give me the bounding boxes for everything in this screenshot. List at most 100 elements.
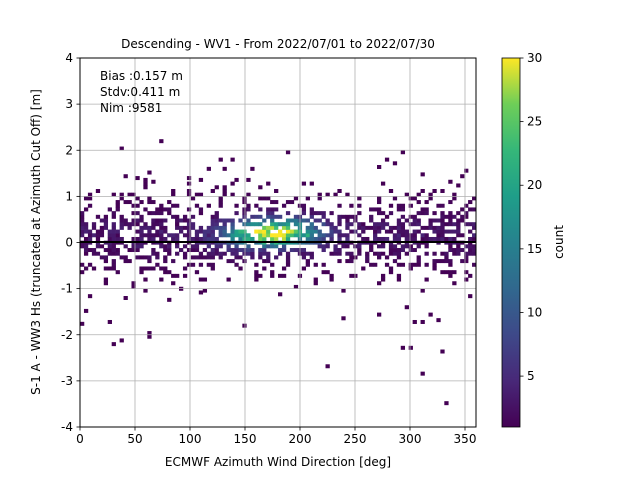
heatmap-cell — [83, 236, 89, 241]
heatmap-cell — [420, 236, 425, 241]
heatmap-cell — [436, 318, 441, 323]
heatmap-cell — [80, 321, 85, 326]
heatmap-cell — [345, 225, 350, 230]
heatmap-cell — [464, 270, 469, 275]
heatmap-cell — [416, 262, 421, 267]
heatmap-cell — [444, 259, 449, 264]
heatmap-cell — [147, 259, 152, 264]
heatmap-cell — [234, 262, 239, 267]
heatmap-cell — [171, 281, 176, 286]
heatmap-cell — [321, 236, 326, 241]
heatmap-cell — [317, 236, 322, 241]
heatmap-cell — [377, 165, 382, 169]
heatmap-cell — [388, 244, 394, 249]
heatmap-cell — [337, 229, 342, 234]
heatmap-cell — [325, 364, 330, 369]
heatmap-cell — [127, 222, 132, 227]
heatmap-cell — [404, 251, 409, 256]
heatmap-cell — [262, 251, 267, 256]
x-axis-label: ECMWF Azimuth Wind Direction [deg] — [165, 455, 391, 469]
heatmap-cell — [468, 222, 473, 227]
heatmap-cell — [278, 233, 283, 238]
heatmap-cell — [313, 211, 318, 216]
heatmap-cell — [254, 273, 259, 278]
heatmap-cell — [396, 248, 402, 253]
heatmap-cell — [270, 207, 275, 212]
heatmap-cell — [472, 236, 477, 241]
heatmap-cell — [206, 255, 211, 260]
heatmap-cell — [452, 229, 457, 234]
heatmap-cell — [119, 225, 124, 230]
colorbar-tick-label: 30 — [527, 51, 542, 65]
heatmap-cell — [274, 214, 279, 219]
heatmap-cell — [103, 266, 109, 271]
heatmap-cell — [107, 319, 112, 324]
heatmap-cell — [242, 200, 247, 205]
heatmap-cell — [190, 225, 196, 230]
heatmap-cell — [190, 222, 196, 227]
heatmap-cell — [179, 229, 184, 234]
heatmap-cell — [115, 229, 120, 234]
heatmap-cell — [103, 218, 109, 223]
y-tick-label: 0 — [65, 236, 73, 250]
heatmap-cell — [285, 200, 291, 205]
heatmap-cell — [373, 233, 378, 238]
heatmap-cell — [357, 244, 362, 249]
heatmap-cell — [135, 222, 140, 227]
heatmap-cell — [159, 229, 164, 234]
heatmap-cell — [270, 270, 275, 275]
heatmap-cell — [380, 251, 386, 256]
heatmap-cell — [408, 266, 413, 271]
heatmap-cell — [198, 211, 204, 216]
heatmap-cell — [278, 214, 283, 219]
heatmap-cell — [281, 233, 287, 238]
y-axis-label: S-1 A - WW3 Hs (truncated at Azimuth Cut… — [29, 89, 43, 395]
x-tick-label: 100 — [179, 432, 202, 446]
heatmap-cell — [428, 222, 433, 227]
heatmap-cell — [182, 251, 188, 256]
heatmap-cell — [230, 192, 235, 197]
heatmap-cell — [139, 270, 144, 275]
heatmap-cell — [357, 251, 362, 256]
heatmap-cell — [167, 207, 172, 212]
heatmap-cell — [234, 233, 239, 238]
heatmap-cell — [436, 203, 441, 208]
heatmap-cell — [400, 203, 406, 208]
heatmap-cell — [182, 225, 188, 230]
y-tick-label: -4 — [61, 420, 73, 434]
heatmap-cell — [384, 222, 390, 227]
heatmap-cell — [206, 233, 211, 238]
heatmap-cell — [424, 225, 429, 230]
x-tick-label: 250 — [344, 432, 367, 446]
heatmap-cell — [238, 218, 243, 223]
heatmap-cell — [468, 207, 473, 212]
heatmap-cell — [412, 218, 417, 223]
heatmap-cell — [266, 196, 271, 201]
heatmap-cell — [194, 229, 200, 234]
heatmap-cell — [87, 236, 93, 241]
heatmap-cell — [317, 244, 322, 249]
heatmap-cell — [380, 211, 386, 216]
heatmap-cell — [373, 222, 378, 227]
heatmap-cell — [266, 207, 271, 212]
heatmap-cell — [80, 222, 85, 227]
heatmap-cell — [163, 248, 168, 253]
heatmap-cell — [167, 270, 172, 275]
heatmap-cell — [289, 248, 295, 253]
heatmap-cell — [230, 218, 235, 223]
heatmap-cell — [384, 255, 390, 260]
heatmap-cell — [377, 229, 382, 234]
heatmap-cell — [230, 229, 235, 234]
heatmap-cell — [365, 225, 370, 230]
heatmap-cell — [349, 255, 354, 260]
heatmap-cell — [151, 225, 156, 230]
heatmap-cell — [159, 225, 164, 230]
heatmap-cell — [214, 218, 219, 223]
heatmap-cell — [432, 218, 437, 223]
heatmap-cell — [460, 214, 465, 219]
heatmap-cell — [400, 229, 406, 234]
heatmap-cell — [107, 207, 112, 212]
heatmap-cell — [91, 248, 97, 253]
heatmap-cell — [460, 207, 465, 212]
heatmap-cell — [182, 218, 188, 223]
